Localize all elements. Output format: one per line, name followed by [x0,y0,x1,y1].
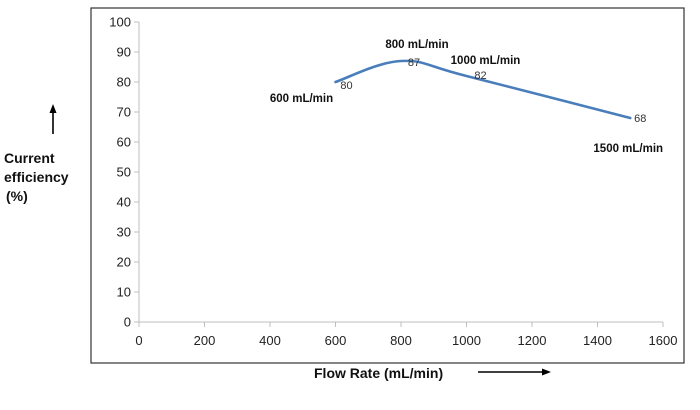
x-tick-labels: 0 200 400 600 800 1000 1200 1400 1600 [135,333,677,348]
y-tick-label: 80 [117,75,131,90]
plot-frame [90,7,685,364]
x-tick-label: 800 [390,333,412,348]
x-axis-title: Flow Rate (mL/min) [314,365,443,381]
data-label: 82 [474,70,486,82]
y-tick-label: 100 [109,15,131,30]
data-label: 87 [408,57,420,69]
y-tick-label: 30 [117,225,131,240]
x-tick-label: 1400 [583,333,612,348]
y-tick-label: 90 [117,45,131,60]
point-annotation: 1000 mL/min [451,55,521,67]
y-axis-title: Current efficiency (%) [4,150,69,204]
x-tick-label: 1200 [518,333,547,348]
point-annotation: 1500 mL/min [593,143,663,155]
x-tick-label: 600 [325,333,347,348]
point-annotation: 600 mL/min [270,93,333,105]
y-tick-label: 50 [117,165,131,180]
arrow-right-icon [478,368,551,376]
point-annotation: 800 mL/min [385,39,448,51]
x-tick-label: 1600 [649,333,678,348]
y-tick-label: 70 [117,105,131,120]
x-tick-label: 0 [135,333,142,348]
y-tick-labels: 0 10 20 30 40 50 60 70 80 90 100 [109,15,131,330]
data-series: 80 600 mL/min 87 800 mL/min 82 1000 mL/min 68 1… [270,39,663,155]
data-label: 80 [340,80,352,92]
arrow-up-icon [49,104,57,134]
chart-axes [134,21,664,327]
y-tick-label: 0 [124,315,131,330]
x-tick-label: 1000 [452,333,481,348]
y-tick-label: 60 [117,135,131,150]
y-tick-label: 20 [117,255,131,270]
series-line [334,59,632,120]
y-tick-label: 10 [117,285,131,300]
y-tick-label: 40 [117,195,131,210]
x-tick-label: 200 [194,333,216,348]
x-tick-label: 400 [259,333,281,348]
data-label: 68 [634,113,646,125]
